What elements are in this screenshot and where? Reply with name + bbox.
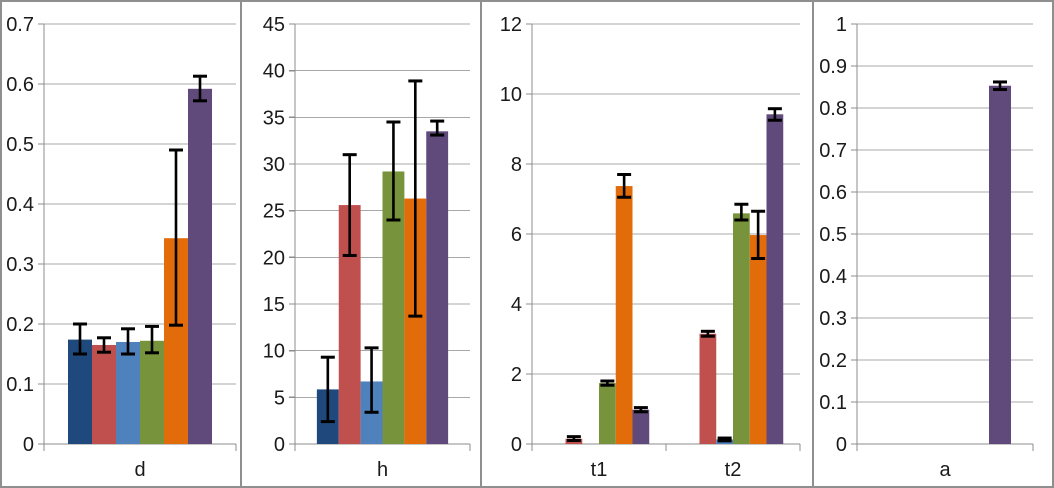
chart-panel-a: 0 0.1 0.2 0.3 0.4 0.5 0.6 0.7 0.8 0.9 1 a <box>814 2 1052 486</box>
y-tick-label: 0.5 <box>819 224 847 246</box>
y-tick-label: 1 <box>836 14 847 36</box>
category-label-t1: t1 <box>591 459 608 481</box>
y-tick-label: 0.9 <box>819 56 847 78</box>
bar-red-d <box>92 345 116 444</box>
y-tick-label: 40 <box>263 61 285 83</box>
bar-olive-t1 <box>599 383 616 444</box>
bar-purple-t2 <box>766 114 784 445</box>
y-tick-label: 0.7 <box>6 14 34 36</box>
y-tick-label: 8 <box>511 154 522 176</box>
y-tick-label: 10 <box>263 341 285 363</box>
y-tick-label: 0.6 <box>6 74 34 96</box>
bar-chart-h: 0 5 10 15 20 25 30 35 40 45 h <box>263 14 471 481</box>
y-tick-label: 0 <box>511 434 522 456</box>
bar-blue-d <box>116 342 140 444</box>
chart-panel-t1-t2: 0 2 4 6 8 10 12 t1 t2 <box>482 2 814 486</box>
bar-red-t2 <box>699 333 717 444</box>
bar-orange-t1 <box>615 186 633 445</box>
bar-purple-a <box>989 85 1011 445</box>
category-label-t2: t2 <box>725 459 742 481</box>
y-tick-label: 12 <box>500 14 522 36</box>
chart-panel-d: 0 0.1 0.2 0.3 0.4 0.5 0.6 0.7 d <box>2 2 242 486</box>
bar-purple-d <box>188 88 212 445</box>
y-tick-label: 0.4 <box>819 266 847 288</box>
chart-panel-h: 0 5 10 15 20 25 30 35 40 45 h <box>242 2 482 486</box>
y-tick-label: 30 <box>263 154 285 176</box>
bar-purple-h <box>426 131 449 445</box>
y-tick-label: 2 <box>511 364 522 386</box>
y-tick-label: 0.7 <box>819 140 847 162</box>
y-tick-label: 10 <box>500 84 522 106</box>
y-tick-label: 0 <box>836 434 847 456</box>
bar-chart-d: 0 0.1 0.2 0.3 0.4 0.5 0.6 0.7 d <box>6 14 237 481</box>
y-tick-label: 6 <box>511 224 522 246</box>
y-tick-label: 0.3 <box>6 254 34 276</box>
y-tick-label: 45 <box>263 14 285 36</box>
y-tick-label: 0.5 <box>6 134 34 156</box>
y-tick-label: 0.3 <box>819 308 847 330</box>
y-tick-label: 0.1 <box>819 392 847 414</box>
category-label-a: a <box>939 459 951 481</box>
bar-orange-t2 <box>749 235 767 444</box>
bar-purple-t1 <box>632 409 650 444</box>
y-tick-label: 0.6 <box>819 182 847 204</box>
bar-chart-a: 0 0.1 0.2 0.3 0.4 0.5 0.6 0.7 0.8 0.9 1 a <box>819 14 1034 481</box>
y-tick-label: 0.1 <box>6 374 34 396</box>
y-tick-label: 20 <box>263 247 285 269</box>
y-tick-label: 0.2 <box>6 314 34 336</box>
bar-orange-h <box>404 198 427 444</box>
y-tick-label: 15 <box>263 294 285 316</box>
category-label-h: h <box>377 459 388 481</box>
y-tick-label: 25 <box>263 201 285 223</box>
bar-chart-t1-t2: 0 2 4 6 8 10 12 t1 t2 <box>500 14 801 481</box>
category-label-d: d <box>134 459 145 481</box>
y-tick-label: 0.8 <box>819 98 847 120</box>
bar-red-h <box>338 205 361 444</box>
y-tick-label: 0.4 <box>6 194 34 216</box>
bar-olive-h <box>382 171 405 444</box>
y-tick-label: 4 <box>511 294 522 316</box>
y-tick-label: 0 <box>23 434 34 456</box>
y-tick-label: 0.2 <box>819 350 847 372</box>
bar-navy-d <box>68 339 92 444</box>
y-tick-label: 35 <box>263 107 285 129</box>
y-tick-label: 5 <box>274 387 285 409</box>
bar-olive-t2 <box>733 213 750 444</box>
bar-olive-d <box>140 340 164 444</box>
y-tick-label: 0 <box>274 434 285 456</box>
